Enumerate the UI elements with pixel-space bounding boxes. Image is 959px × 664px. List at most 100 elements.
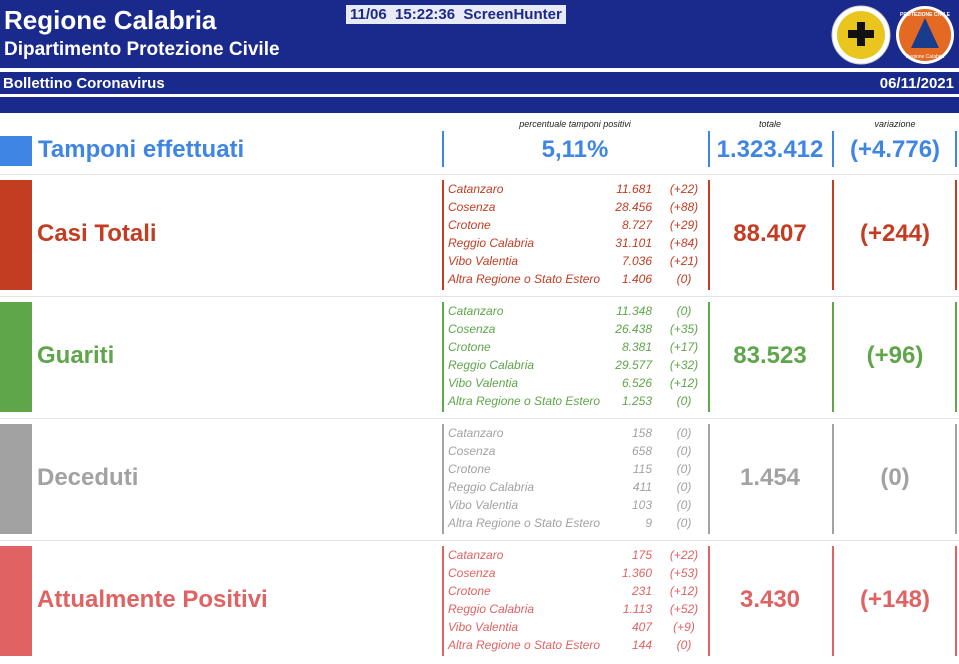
province-count: 1.406	[621, 272, 652, 286]
province-change: (+88)	[669, 200, 699, 214]
province-count: 8.727	[621, 218, 652, 232]
change-value: (+148)	[859, 586, 931, 613]
overlay-label: 11/06 15:22:36 ScreenHunter	[346, 5, 566, 24]
province-name: Catanzaro	[448, 426, 504, 440]
province-count: 31.101	[615, 236, 652, 250]
row-marker	[0, 180, 32, 290]
separator	[832, 302, 834, 412]
logo-text: Regione Calabria	[906, 54, 945, 60]
province-name: Catanzaro	[448, 548, 504, 562]
province-change: (+52)	[669, 602, 699, 616]
province-name: Vibo Valentia	[448, 620, 519, 634]
row-label: Guariti	[37, 342, 115, 369]
separator	[442, 424, 444, 534]
province-name: Cosenza	[448, 444, 496, 458]
province-count: 658	[631, 444, 652, 458]
province-count: 411	[632, 480, 652, 494]
province-count: 11.348	[616, 304, 652, 318]
separator	[442, 131, 444, 167]
province-name: Altra Regione o Stato Estero	[448, 272, 601, 286]
logos: PROTEZIONE CIVILE Regione Calabria	[831, 5, 954, 65]
province-name: Crotone	[448, 218, 491, 232]
province-change: (+84)	[669, 236, 699, 250]
province-change: (0)	[676, 394, 692, 408]
province-count: 115	[632, 462, 652, 476]
header-subtitle: Dipartimento Protezione Civile	[4, 39, 280, 60]
province-change: (0)	[676, 426, 692, 440]
separator	[955, 131, 957, 167]
province-name: Cosenza	[448, 322, 496, 336]
province-count: 6.526	[621, 376, 652, 390]
province-change: (+9)	[673, 620, 695, 634]
logo-cross	[848, 22, 874, 46]
province-count: 1.113	[622, 602, 652, 616]
province-change: (+29)	[669, 218, 699, 232]
province-count: 1.253	[621, 394, 652, 408]
column-header: totale	[758, 119, 782, 129]
separator	[832, 180, 834, 290]
separator	[832, 424, 834, 534]
change-value: (+96)	[866, 342, 924, 369]
province-change: (0)	[676, 638, 692, 652]
total-value: 1.454	[739, 464, 801, 491]
total-value: 1.323.412	[716, 136, 824, 163]
separator	[832, 131, 834, 167]
separator	[442, 180, 444, 290]
province-count: 8.381	[621, 340, 652, 354]
province-change: (+53)	[669, 566, 699, 580]
province-count: 231	[631, 584, 652, 598]
province-change: (0)	[676, 304, 692, 318]
bulletin-date: 06/11/2021	[879, 75, 954, 92]
province-name: Crotone	[448, 340, 491, 354]
row-divider	[0, 540, 959, 541]
header-title: Regione Calabria	[4, 5, 217, 35]
change-value: (+244)	[859, 220, 931, 247]
change-value: (+4.776)	[849, 136, 941, 163]
province-name: Reggio Calabria	[448, 480, 535, 494]
province-name: Crotone	[448, 584, 491, 598]
province-name: Reggio Calabria	[448, 236, 535, 250]
province-count: 11.681	[616, 182, 652, 196]
province-name: Cosenza	[448, 566, 496, 580]
province-change: (0)	[676, 498, 692, 512]
province-count: 7.036	[621, 254, 652, 268]
province-change: (+17)	[669, 340, 699, 354]
province-name: Altra Regione o Stato Estero	[448, 638, 601, 652]
province-count: 158	[631, 426, 652, 440]
province-name: Cosenza	[448, 200, 496, 214]
separator	[442, 546, 444, 656]
row-marker	[0, 424, 32, 534]
total-value: 83.523	[733, 342, 807, 369]
province-change: (0)	[676, 444, 692, 458]
row-marker	[0, 546, 32, 656]
province-change: (0)	[676, 480, 692, 494]
province-name: Catanzaro	[448, 304, 504, 318]
province-count: 407	[631, 620, 652, 634]
province-name: Catanzaro	[448, 182, 504, 196]
column-header: percentuale tamponi positivi	[519, 119, 631, 129]
separator	[832, 546, 834, 656]
province-count: 1.360	[621, 566, 652, 580]
bulletin-title: Bollettino Coronavirus	[3, 75, 165, 92]
row-divider	[0, 418, 959, 419]
separator	[708, 302, 710, 412]
province-change: (+21)	[669, 254, 699, 268]
row-divider	[0, 174, 959, 175]
province-change: (+12)	[669, 584, 699, 598]
province-count: 9	[645, 516, 652, 530]
province-change: (0)	[676, 462, 692, 476]
province-change: (+35)	[669, 322, 699, 336]
province-change: (+12)	[669, 376, 699, 390]
total-value: 3.430	[739, 586, 801, 613]
row-label: Tamponi effettuati	[38, 136, 245, 163]
province-count: 29.577	[615, 358, 652, 372]
province-name: Vibo Valentia	[448, 498, 519, 512]
province-count: 175	[631, 548, 652, 562]
logo-triangle	[911, 18, 939, 48]
percent-value: 5,11%	[541, 136, 609, 163]
province-name: Reggio Calabria	[448, 602, 535, 616]
change-value: (0)	[880, 464, 910, 491]
separator	[955, 302, 957, 412]
bulletin-band	[0, 72, 959, 94]
